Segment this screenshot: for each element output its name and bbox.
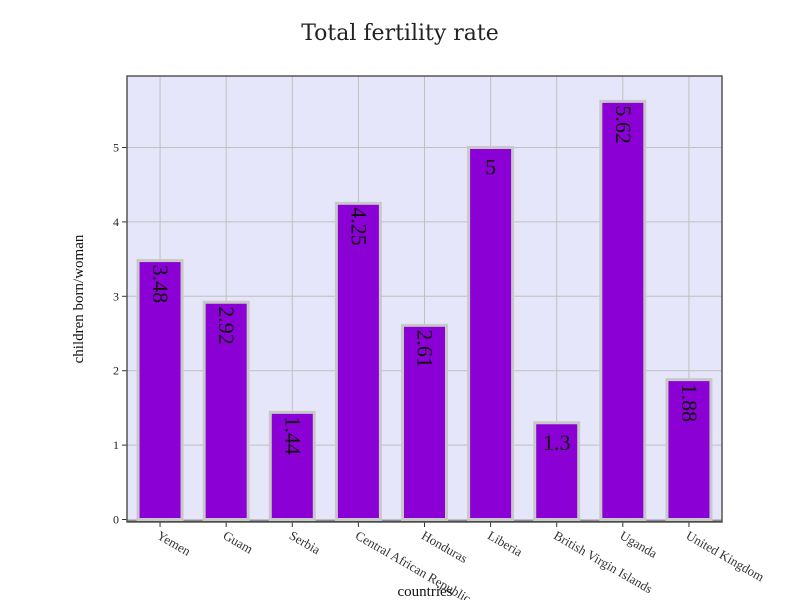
bar	[665, 378, 713, 521]
y-tick-labels: 0 1 2 3 4 5	[113, 141, 119, 527]
y-tick-label: 0	[113, 513, 119, 527]
bar	[467, 146, 515, 521]
data-labels: 3.48 2.92 1.44 4.25 2.61 5 1.3 5.62 1.88	[148, 105, 702, 454]
x-tick-labels: Yemen Guam Serbia Central African RepublicH…	[155, 528, 767, 600]
bar	[599, 99, 647, 521]
data-label: 2.92	[214, 306, 239, 345]
y-tick-label: 2	[113, 364, 119, 378]
y-tick-label: 3	[113, 289, 119, 303]
bars	[136, 99, 713, 522]
bar	[401, 323, 448, 522]
x-tick-label: Guam	[221, 528, 256, 557]
data-label: 1.3	[543, 430, 571, 455]
x-tick-label: Serbia	[287, 528, 323, 558]
data-label: 3.48	[148, 265, 173, 304]
x-tick-label: Liberia	[485, 528, 525, 560]
x-axis-title: countries	[398, 584, 453, 600]
data-label: 5.62	[611, 105, 636, 144]
data-label: 5	[485, 155, 496, 180]
bar	[533, 421, 581, 521]
bar	[136, 259, 184, 521]
bar	[268, 410, 316, 522]
data-label: 1.44	[280, 416, 305, 455]
x-tick-label: United Kingdom	[683, 528, 766, 585]
data-label: 2.61	[413, 329, 438, 368]
y-axis-title: children born/woman	[71, 234, 87, 363]
plot-frame	[126, 75, 723, 523]
y-tick-label: 5	[113, 141, 119, 155]
data-label: 1.88	[677, 384, 702, 423]
data-label: 4.25	[346, 207, 371, 246]
y-tick-label: 1	[113, 438, 119, 452]
x-tick-label: Yemen	[155, 528, 194, 559]
x-tick-label: Uganda	[617, 528, 660, 561]
x-tick-label: Honduras	[419, 528, 470, 566]
y-tick-label: 4	[113, 215, 119, 229]
chart-title: Total fertility rate	[301, 21, 499, 46]
bar	[334, 201, 382, 522]
bar	[202, 300, 250, 522]
